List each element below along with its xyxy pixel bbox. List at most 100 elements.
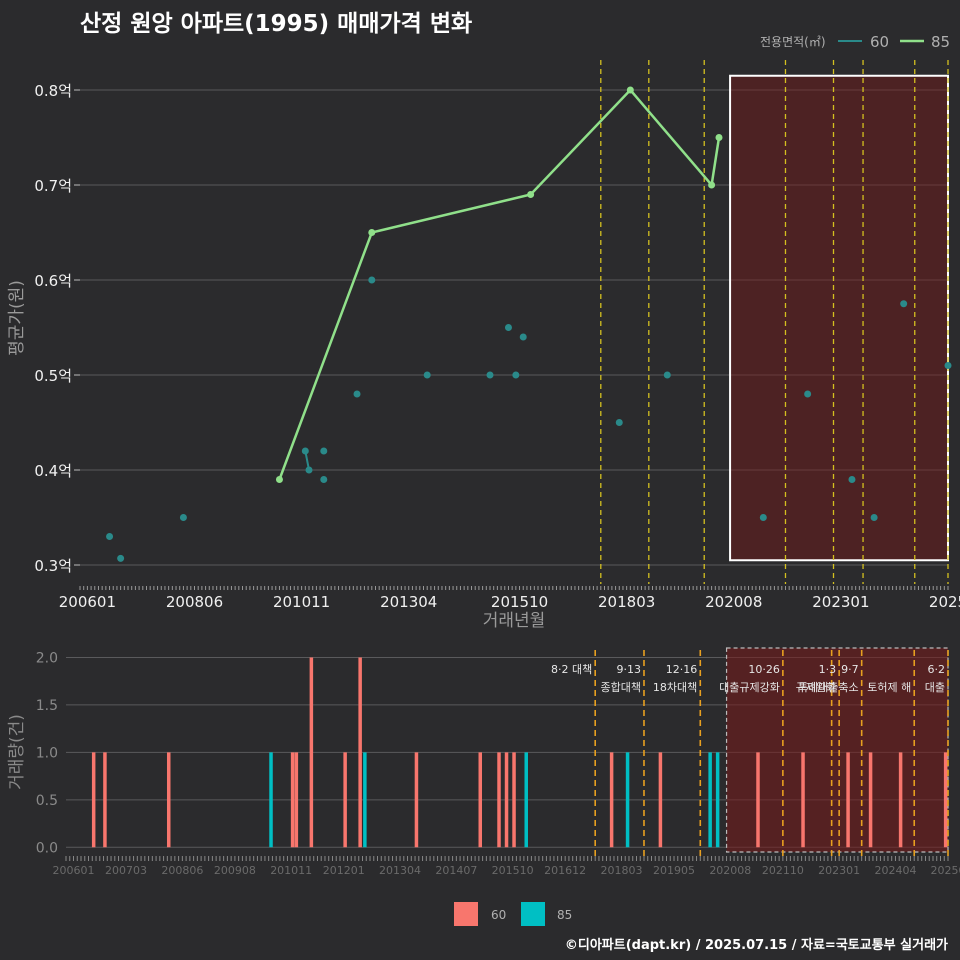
bottom-x-tick-label: 200908 bbox=[214, 864, 256, 877]
series-60-point bbox=[804, 390, 812, 398]
legend-key-bar-60 bbox=[454, 902, 478, 926]
bar-60 bbox=[478, 752, 483, 848]
top-y-tick-label: 0.3억 bbox=[34, 557, 72, 575]
policy-label: 1·3 bbox=[819, 663, 837, 676]
series-60-point bbox=[305, 466, 313, 474]
bar-85 bbox=[363, 752, 367, 848]
top-y-tick-label: 0.7억 bbox=[34, 177, 72, 195]
bar-85 bbox=[269, 752, 273, 848]
bar-60 bbox=[846, 752, 850, 848]
top-x-tick-label: 201510 bbox=[491, 593, 548, 611]
bar-60 bbox=[103, 752, 107, 848]
series-60-point bbox=[117, 554, 125, 562]
policy-label: 종합대책 bbox=[601, 681, 641, 694]
series-60-point bbox=[944, 362, 952, 369]
top-x-tick-label: 201304 bbox=[380, 593, 437, 611]
top-x-tick-label: 2025 bbox=[929, 593, 960, 611]
bottom-y-axis-label: 거래량(건) bbox=[7, 714, 27, 790]
policy-label: 12·16 bbox=[666, 663, 698, 676]
top-y-tick-label: 0.5억 bbox=[34, 367, 72, 385]
bar-60 bbox=[943, 752, 948, 848]
top-y-tick-label: 0.4억 bbox=[34, 462, 72, 480]
top-x-tick-label: 202301 bbox=[812, 593, 869, 611]
series-60-point bbox=[320, 476, 328, 483]
top-x-tick-label: 201803 bbox=[598, 593, 655, 611]
bar-85 bbox=[625, 752, 630, 848]
top-highlight-region bbox=[729, 74, 949, 562]
series-85-point bbox=[626, 86, 634, 94]
bar-60 bbox=[309, 657, 314, 848]
top-x-tick-label: 200806 bbox=[166, 593, 223, 611]
bottom-x-tick-label: 201011 bbox=[270, 864, 312, 877]
series-60-point bbox=[870, 514, 878, 521]
bottom-x-tick-label: 200703 bbox=[105, 864, 147, 877]
bottom-x-tick-label: 201905 bbox=[653, 864, 695, 877]
policy-label: 8·2 대책 bbox=[551, 663, 592, 676]
policy-label: 10·26 bbox=[748, 663, 780, 676]
bottom-highlight-region bbox=[725, 647, 949, 853]
policy-label: 18차대책 bbox=[653, 681, 697, 694]
bar-60 bbox=[294, 752, 299, 848]
bottom-y-tick-label: 1.0 bbox=[36, 745, 58, 761]
top-y-tick-label: 0.6억 bbox=[34, 272, 72, 290]
policy-label: 대출규제강화 bbox=[719, 681, 780, 694]
bottom-x-tick-label: 202110 bbox=[762, 864, 804, 877]
bottom-y-tick-label: 1.5 bbox=[36, 698, 58, 714]
series-60-point bbox=[512, 371, 520, 379]
series-60-point bbox=[759, 514, 767, 521]
bottom-x-tick-label: 200806 bbox=[161, 864, 203, 877]
policy-label: 6·2 bbox=[928, 663, 946, 676]
bottom-x-tick-label: 202301 bbox=[818, 864, 860, 877]
series-60-point bbox=[179, 514, 187, 521]
series-60-point bbox=[663, 371, 671, 379]
bar-60 bbox=[756, 752, 760, 848]
footer-credit: ©디아파트(dapt.kr) / 2025.07.15 / 자료=국토교통부 실… bbox=[564, 938, 948, 953]
bar-60 bbox=[898, 752, 903, 848]
bottom-x-tick-label: 201201 bbox=[323, 864, 365, 877]
bar-60 bbox=[609, 752, 614, 848]
series-85-point bbox=[368, 229, 376, 236]
series-85-point bbox=[708, 181, 716, 189]
series-85-point bbox=[715, 134, 723, 141]
policy-label: 9·7 bbox=[841, 663, 859, 676]
bottom-x-tick-label: 20250 bbox=[931, 864, 960, 877]
series-60-point bbox=[423, 371, 431, 379]
bottom-y-tick-label: 0.5 bbox=[36, 793, 58, 809]
bottom-x-tick-label: 201612 bbox=[544, 864, 586, 877]
bottom-x-tick-label: 201803 bbox=[600, 864, 642, 877]
bar-60 bbox=[512, 752, 516, 848]
bottom-y-tick-label: 0.0 bbox=[36, 840, 58, 856]
bottom-minor-ticks bbox=[65, 856, 949, 861]
bar-60 bbox=[868, 752, 873, 848]
bar-85 bbox=[708, 752, 712, 848]
top-x-tick-label: 202008 bbox=[705, 593, 762, 611]
bar-85 bbox=[715, 752, 720, 848]
bar-60 bbox=[290, 752, 295, 848]
bar-60 bbox=[801, 752, 805, 848]
bottom-x-tick-label: 201304 bbox=[379, 864, 421, 877]
bar-60 bbox=[358, 657, 362, 848]
policy-label: 대출 bbox=[925, 681, 945, 694]
bottom-x-tick-label: 200601 bbox=[53, 864, 95, 877]
top-y-axis-label: 평균가(원) bbox=[7, 280, 27, 356]
legend-label-60: 60 bbox=[870, 33, 889, 51]
chart-title: 산정 원앙 아파트(1995) 매매가격 변화 bbox=[80, 11, 473, 37]
bar-85 bbox=[524, 752, 528, 848]
series-60-point bbox=[900, 300, 908, 308]
legend-label-bar-60: 60 bbox=[491, 908, 506, 922]
bottom-x-tick-label: 201510 bbox=[492, 864, 534, 877]
policy-label: 규제완화 bbox=[796, 681, 836, 694]
legend-label-bar-85: 85 bbox=[557, 908, 572, 922]
bar-60 bbox=[414, 752, 419, 848]
bottom-x-tick-label: 202008 bbox=[709, 864, 751, 877]
bar-60 bbox=[166, 752, 171, 848]
series-85-point bbox=[275, 476, 283, 483]
legend-label-85: 85 bbox=[931, 33, 950, 51]
bottom-x-tick-label: 202404 bbox=[874, 864, 916, 877]
series-60-point bbox=[486, 371, 494, 379]
legend-key-bar-85 bbox=[521, 902, 545, 926]
legend-title: 전용면적(㎡) bbox=[760, 35, 826, 49]
top-x-tick-label: 200601 bbox=[59, 593, 116, 611]
policy-label: 토허제 해 bbox=[867, 680, 911, 694]
